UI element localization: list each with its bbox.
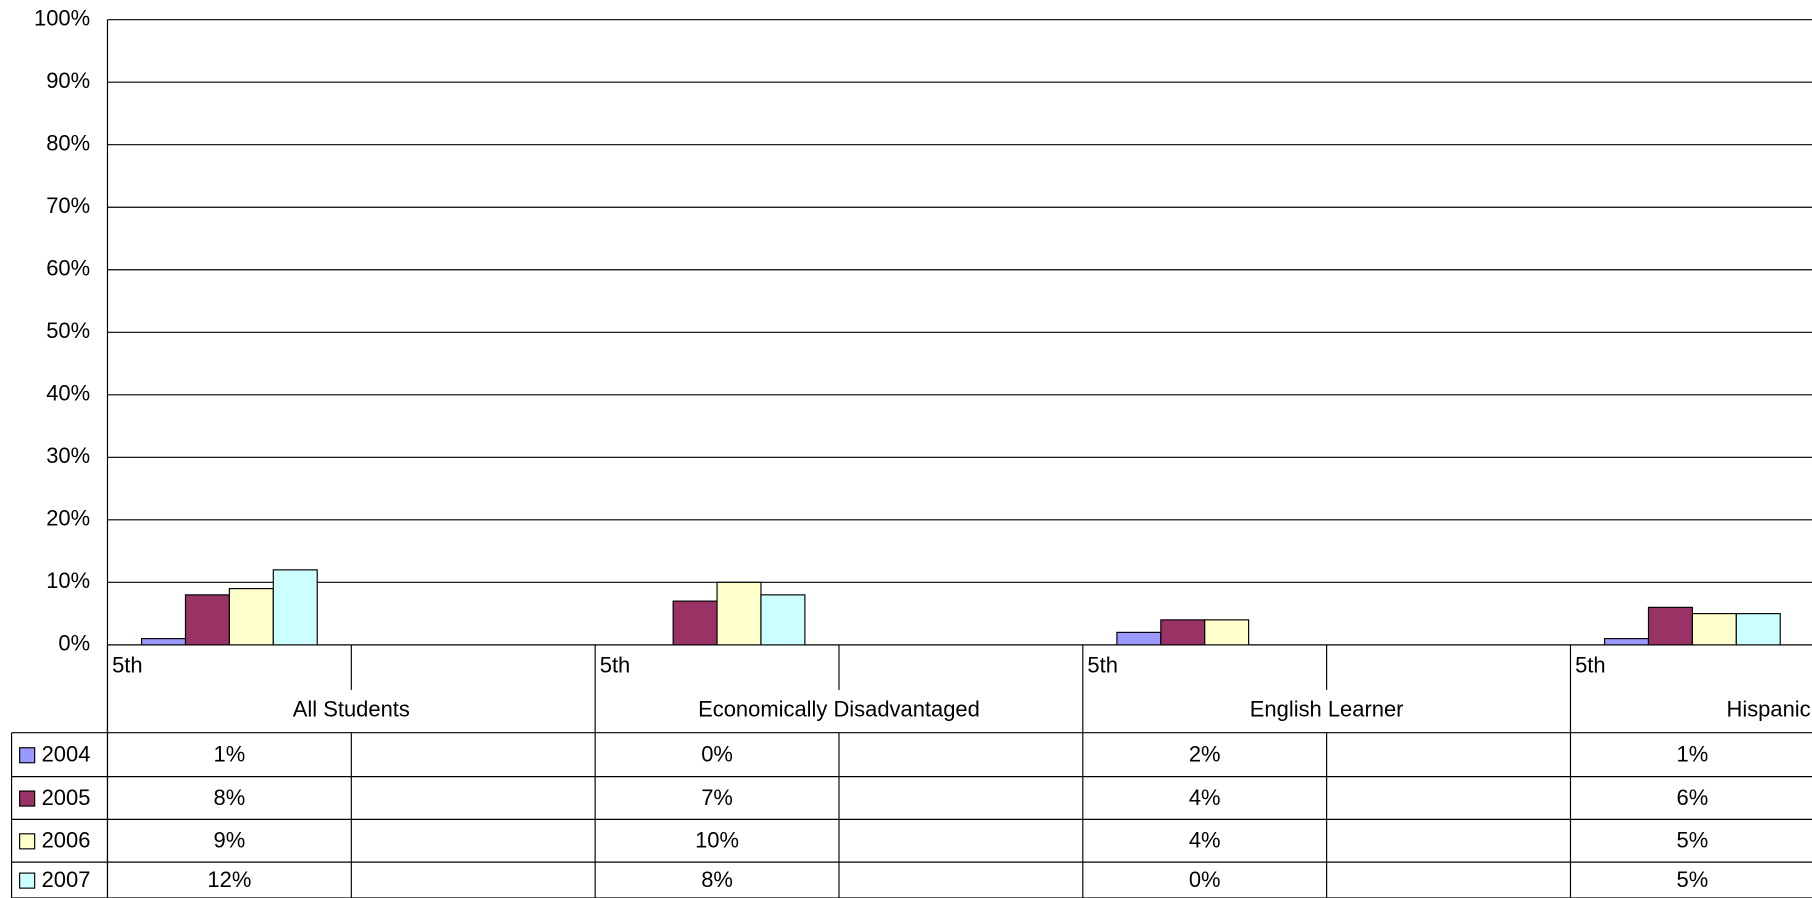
bar: [184, 594, 230, 646]
bar: [1204, 619, 1250, 646]
bar: [1160, 619, 1206, 646]
table-value: 5%: [1677, 867, 1709, 892]
bar: [1647, 606, 1693, 646]
table-value: 8%: [214, 785, 246, 810]
bar: [228, 588, 274, 646]
bar: [140, 638, 187, 646]
x-tick-label: 5th: [112, 653, 143, 678]
table-value: 1%: [1677, 742, 1709, 767]
y-tick-label: 80%: [46, 131, 90, 156]
y-tick-label: 100%: [34, 5, 90, 30]
bar: [272, 569, 318, 646]
table-value: 4%: [1189, 828, 1221, 853]
bar: [1691, 613, 1737, 646]
table-value: 8%: [701, 867, 733, 892]
table-value: 4%: [1189, 785, 1221, 810]
group-label: Hispanic or Latino: [1727, 697, 1812, 722]
x-tick-label: 5th: [1575, 653, 1606, 678]
group-label: Economically Disadvantaged: [698, 697, 980, 722]
y-tick-label: 90%: [46, 68, 90, 93]
y-tick-label: 70%: [46, 193, 90, 218]
y-tick-label: 10%: [46, 568, 90, 593]
bar: [716, 581, 762, 646]
bar: [672, 600, 718, 646]
table-value: 7%: [701, 785, 733, 810]
legend-swatch: [19, 790, 36, 807]
bar: [1735, 613, 1781, 646]
y-tick-label: 60%: [46, 256, 90, 281]
group-label: All Students: [293, 697, 410, 722]
y-tick-label: 30%: [46, 443, 90, 468]
y-tick-label: 50%: [46, 318, 90, 343]
group-label: English Learner: [1250, 697, 1404, 722]
bar: [1116, 631, 1162, 646]
table-value: 0%: [1189, 867, 1221, 892]
bar: [1603, 638, 1650, 646]
legend-swatch: [19, 833, 36, 850]
table-value: 1%: [214, 742, 246, 767]
table-value: 10%: [695, 828, 739, 853]
legend-label: 2006: [42, 828, 91, 853]
table-value: 6%: [1677, 785, 1709, 810]
legend-label: 2004: [42, 742, 91, 767]
legend-swatch: [19, 747, 36, 764]
table-value: 9%: [214, 828, 246, 853]
y-tick-label: 0%: [58, 631, 90, 656]
table-value: 12%: [207, 867, 251, 892]
y-tick-label: 40%: [46, 381, 90, 406]
x-tick-label: 5th: [1087, 653, 1118, 678]
legend-label: 2005: [42, 785, 91, 810]
y-tick-label: 20%: [46, 506, 90, 531]
bar: [760, 594, 806, 646]
x-tick-label: 5th: [600, 653, 631, 678]
table-value: 5%: [1677, 828, 1709, 853]
legend-label: 2007: [42, 867, 91, 892]
table-value: 2%: [1189, 742, 1221, 767]
legend-swatch: [19, 872, 36, 889]
table-value: 0%: [701, 742, 733, 767]
